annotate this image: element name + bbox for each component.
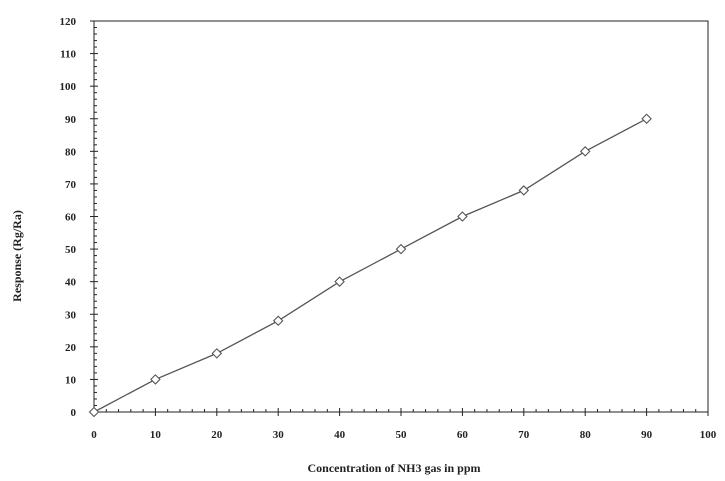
y-tick-label: 100 <box>60 81 77 93</box>
data-point-marker <box>395 243 407 255</box>
data-point-marker <box>518 185 530 196</box>
y-tick-label: 30 <box>65 309 77 321</box>
plot-border <box>93 20 709 413</box>
y-axis-ticks: 0 10 20 30 40 50 60 70 80 90 100 110 120 <box>60 16 98 419</box>
y-tick-label: 90 <box>65 114 77 126</box>
y-tick-label: 110 <box>60 49 76 61</box>
data-point-marker <box>211 348 223 359</box>
y-tick-label: 120 <box>60 16 77 28</box>
data-point-marker <box>88 406 100 418</box>
x-tick-label: 20 <box>211 429 223 441</box>
y-tick-label: 20 <box>65 342 77 354</box>
data-point-marker <box>641 113 652 125</box>
data-point-marker <box>457 211 468 222</box>
y-tick-label: 50 <box>65 244 77 256</box>
x-tick-label: 100 <box>700 429 717 441</box>
x-tick-label: 80 <box>580 429 592 441</box>
x-tick-label: 60 <box>457 429 469 441</box>
series-line <box>93 118 647 413</box>
x-tick-label: 50 <box>396 429 408 441</box>
y-tick-label: 60 <box>65 212 77 224</box>
x-axis-label: Concentration of NH3 gas in ppm <box>307 461 480 475</box>
y-tick-label: 0 <box>71 407 77 419</box>
y-tick-label: 40 <box>65 277 77 289</box>
x-tick-label: 10 <box>150 429 162 441</box>
x-tick-label: 0 <box>91 429 97 441</box>
y-tick-label: 10 <box>65 374 77 386</box>
x-tick-label: 70 <box>518 429 530 441</box>
y-axis-label: Response (Rg/Ra) <box>10 210 24 302</box>
y-tick-label: 80 <box>65 146 77 158</box>
x-axis-ticks: 0 10 20 30 40 50 60 70 80 90 100 <box>91 408 717 441</box>
series-layer <box>88 113 652 418</box>
data-point-marker <box>334 276 345 287</box>
x-tick-label: 30 <box>273 429 285 441</box>
data-point-marker <box>579 146 591 157</box>
data-point-marker <box>150 374 161 385</box>
plot-frame <box>93 20 709 413</box>
x-tick-label: 90 <box>641 429 653 441</box>
data-point-marker <box>272 315 284 327</box>
x-tick-label: 40 <box>334 429 346 441</box>
y-tick-label: 70 <box>65 179 77 191</box>
